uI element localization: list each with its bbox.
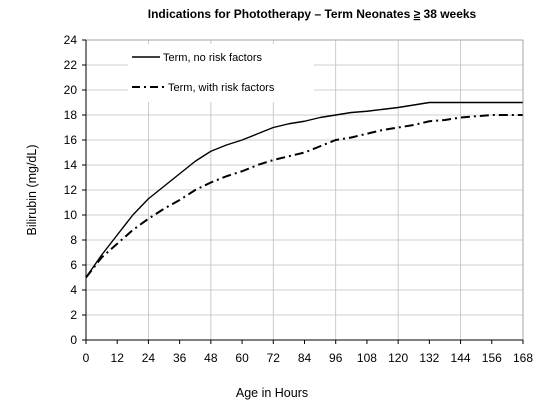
y-tick-label: 10 (64, 208, 78, 222)
y-tick-label: 20 (64, 83, 78, 97)
y-tick-label: 6 (70, 258, 77, 272)
legend: Term, no risk factors Term, with risk fa… (128, 44, 314, 102)
x-tick-label: 24 (142, 351, 156, 365)
y-tick-label: 24 (64, 33, 78, 47)
x-tick-label: 108 (357, 351, 377, 365)
x-tick-label: 120 (388, 351, 408, 365)
y-tick-label: 14 (64, 158, 78, 172)
y-axis-label: Bilirubin (mg/dL) (25, 144, 39, 235)
x-tick-label: 144 (451, 351, 471, 365)
y-tick-label: 22 (64, 58, 78, 72)
x-tick-label: 132 (419, 351, 439, 365)
y-tick-label: 16 (64, 133, 78, 147)
legend-label-with-risk: Term, with risk factors (168, 82, 275, 94)
y-tick-label: 8 (70, 233, 77, 247)
y-tick-label: 0 (70, 333, 77, 347)
x-tick-label: 156 (482, 351, 502, 365)
y-tick-label: 12 (64, 183, 78, 197)
x-tick-label: 168 (513, 351, 533, 365)
y-tick-label: 2 (70, 308, 77, 322)
legend-label-no-risk: Term, no risk factors (163, 52, 263, 64)
x-tick-label: 12 (111, 351, 125, 365)
x-tick-label: 36 (173, 351, 187, 365)
x-tick-label: 96 (329, 351, 343, 365)
series-layer (85, 101, 523, 279)
x-tick-label: 60 (235, 351, 249, 365)
y-tick-label: 18 (64, 108, 78, 122)
x-tick-label: 0 (83, 351, 90, 365)
y-tick-label: 4 (70, 283, 77, 297)
series-line-1 (85, 114, 523, 279)
x-tick-label: 72 (267, 351, 281, 365)
x-axis-label: Age in Hours (236, 386, 308, 400)
legend-background (128, 44, 314, 102)
chart-title: Indications for Phototherapy – Term Neon… (148, 7, 477, 21)
series-line-0 (85, 101, 523, 278)
x-tick-label: 48 (204, 351, 218, 365)
x-tick-label: 84 (298, 351, 312, 365)
title-ge-symbol: ≥ (414, 7, 421, 21)
